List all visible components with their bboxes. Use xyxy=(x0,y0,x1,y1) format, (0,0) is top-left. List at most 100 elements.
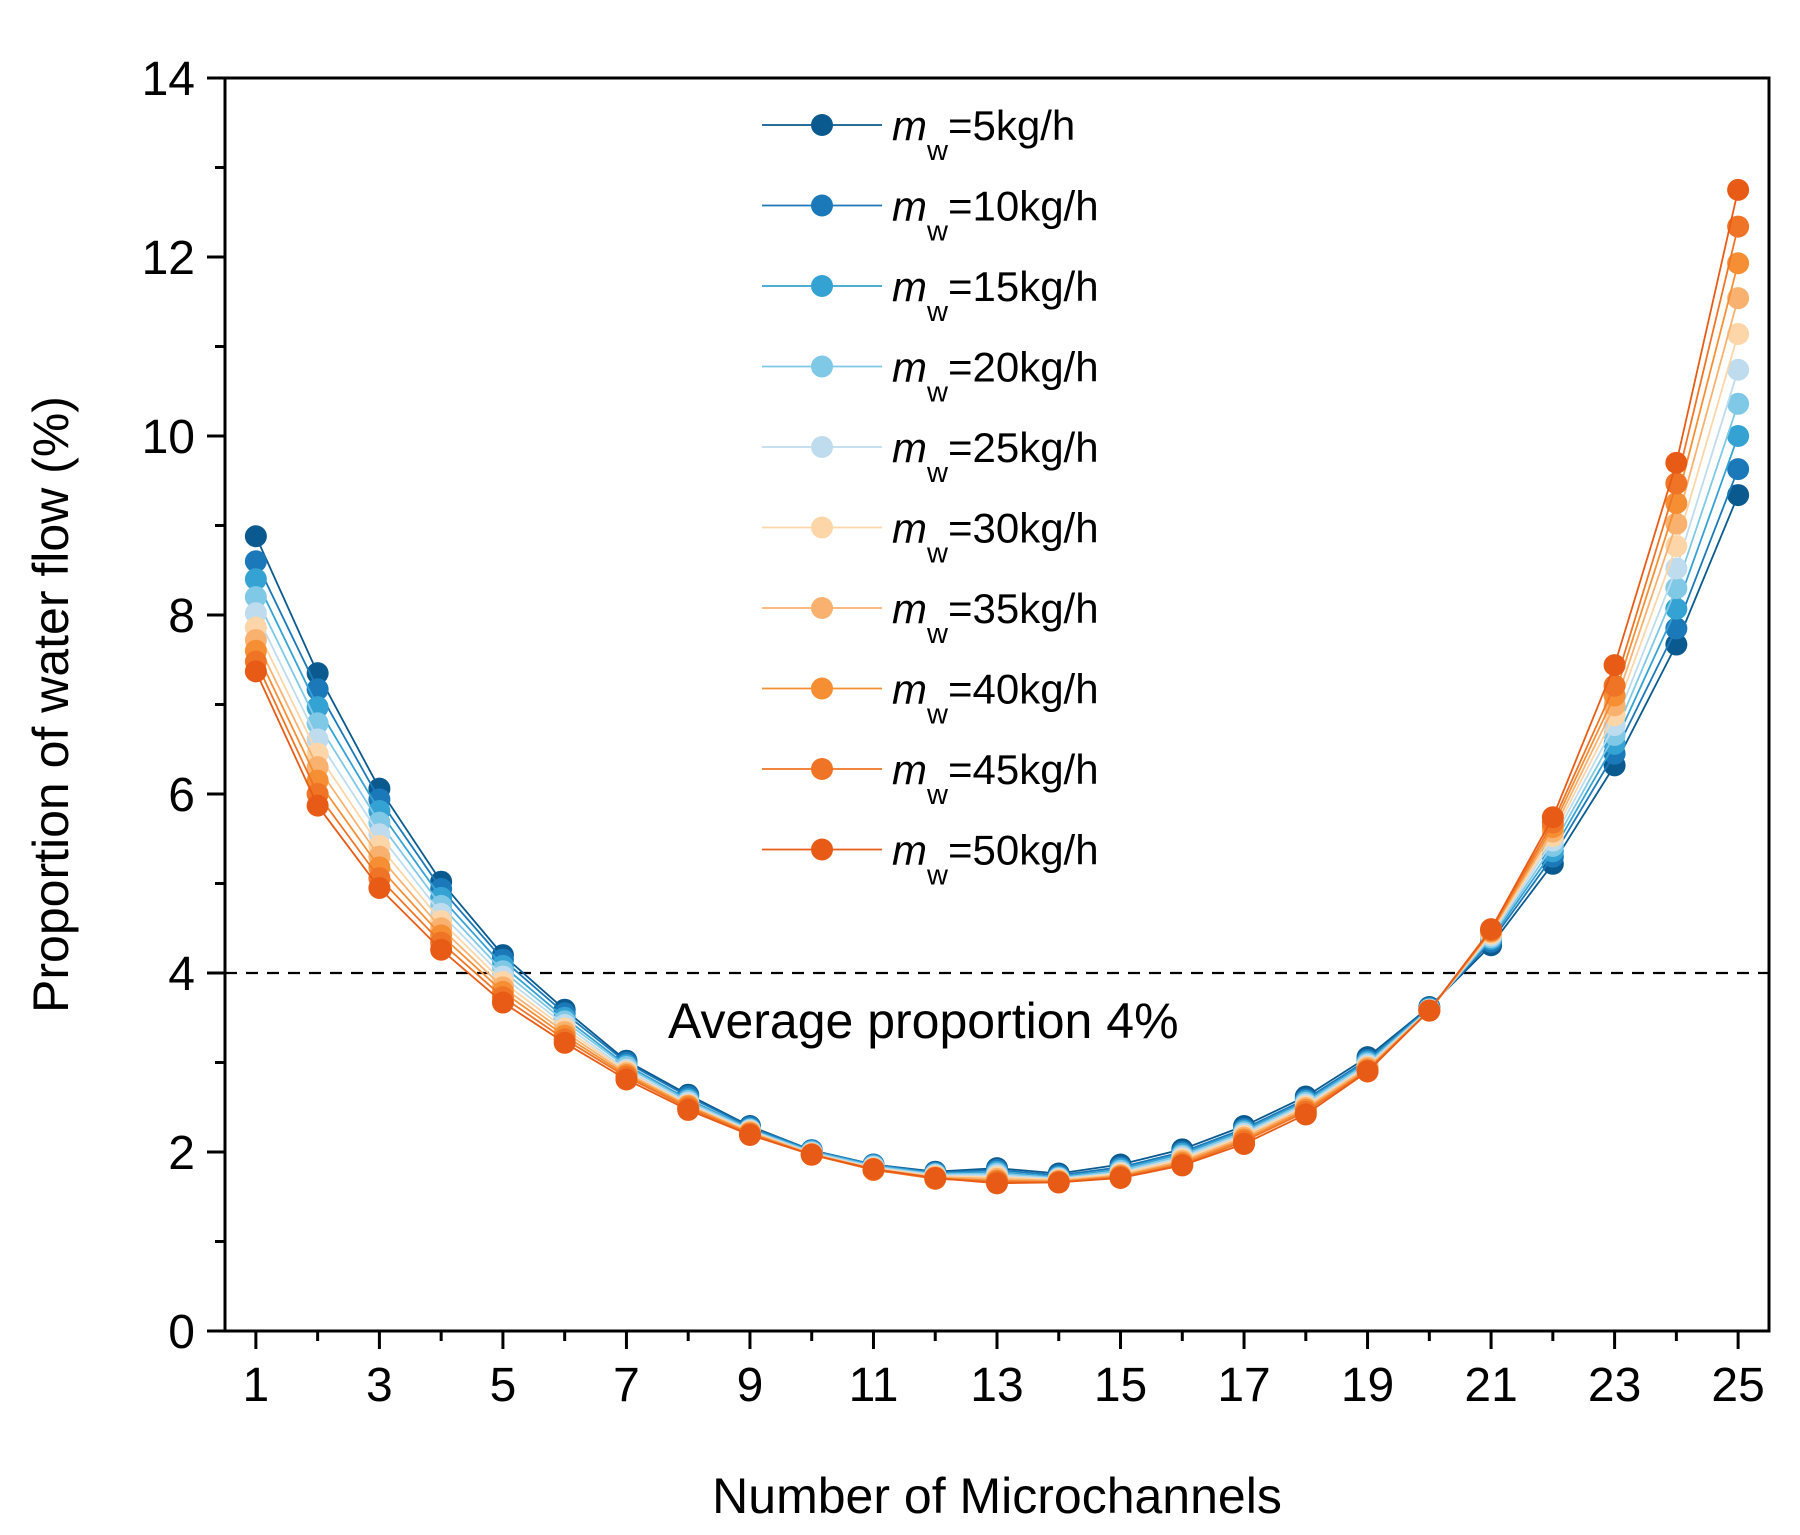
legend-entry: mw=5kg/h xyxy=(762,102,1075,167)
legend-entry: mw=30kg/h xyxy=(762,505,1099,570)
data-point xyxy=(1727,322,1750,345)
y-tick-label: 10 xyxy=(142,411,195,464)
y-tick-label: 2 xyxy=(168,1127,195,1180)
data-point xyxy=(1665,451,1688,474)
x-tick-label: 7 xyxy=(613,1359,640,1412)
data-point xyxy=(1109,1166,1132,1189)
data-point xyxy=(430,938,453,961)
data-point xyxy=(244,525,267,548)
data-point xyxy=(1356,1060,1379,1083)
data-point xyxy=(677,1098,700,1121)
legend-label: mw=40kg/h xyxy=(892,666,1099,731)
x-axis-title: Number of Microchannels xyxy=(712,1468,1282,1524)
y-tick-label: 8 xyxy=(168,590,195,643)
data-point xyxy=(1665,492,1688,515)
legend-label: mw=20kg/h xyxy=(892,344,1099,409)
legend-label: mw=35kg/h xyxy=(892,585,1099,650)
x-tick-label: 11 xyxy=(849,1359,899,1412)
data-point xyxy=(244,568,267,591)
legend-marker xyxy=(811,275,833,297)
data-point xyxy=(1727,425,1750,447)
data-point xyxy=(1727,287,1750,310)
legend-entry: mw=25kg/h xyxy=(762,424,1099,489)
data-point xyxy=(862,1158,885,1181)
legend-label: mw=25kg/h xyxy=(892,424,1099,489)
legend-label: mw=30kg/h xyxy=(892,505,1099,570)
data-point xyxy=(1665,472,1688,495)
series-10 xyxy=(244,178,1750,1195)
x-tick-label: 1 xyxy=(243,1359,270,1412)
data-point xyxy=(1603,654,1626,677)
y-tick-label: 6 xyxy=(168,769,195,822)
legend-entry: mw=40kg/h xyxy=(762,666,1099,731)
data-point xyxy=(1294,1103,1317,1126)
y-tick-label: 4 xyxy=(168,948,195,1001)
legend-marker xyxy=(811,677,833,700)
average-proportion-annotation: Average proportion 4% xyxy=(668,993,1179,1049)
data-point xyxy=(738,1123,761,1146)
data-point xyxy=(1727,215,1750,238)
legend-label: mw=45kg/h xyxy=(892,746,1099,811)
legend-label: mw=10kg/h xyxy=(892,183,1099,248)
data-point xyxy=(306,794,329,817)
x-tick-label: 3 xyxy=(366,1359,393,1412)
plot-frame xyxy=(223,76,1771,1333)
legend-label: mw=15kg/h xyxy=(892,263,1099,328)
legend: mw=5kg/h mw=10kg/h mw=15kg/h mw=20kg/h mw=25… xyxy=(762,102,1099,892)
legend-marker xyxy=(811,838,833,861)
data-point xyxy=(244,660,267,683)
data-point xyxy=(368,876,391,899)
x-tick-label: 17 xyxy=(1217,1359,1270,1412)
y-tick-label: 12 xyxy=(142,232,195,285)
legend-entry: mw=15kg/h xyxy=(762,263,1099,328)
series-layer xyxy=(244,178,1750,1195)
data-point xyxy=(1727,252,1750,275)
legend-entry: mw=10kg/h xyxy=(762,183,1099,248)
data-point xyxy=(1727,392,1750,415)
x-tick-label: 23 xyxy=(1588,1359,1641,1412)
legend-marker xyxy=(811,194,833,217)
x-tick-label: 21 xyxy=(1464,1359,1517,1412)
data-point xyxy=(244,550,267,573)
data-point xyxy=(800,1143,823,1166)
y-tick-label: 14 xyxy=(142,53,195,106)
legend-entry: mw=35kg/h xyxy=(762,585,1099,650)
legend-marker xyxy=(811,114,833,136)
legend-entry: mw=50kg/h xyxy=(762,827,1099,892)
x-tick-label: 19 xyxy=(1341,1359,1394,1412)
data-point xyxy=(1727,358,1750,381)
legend-marker xyxy=(811,355,833,378)
legend-entry: mw=20kg/h xyxy=(762,344,1099,409)
y-axis-title: Proportion of water flow (%) xyxy=(23,396,79,1013)
data-point xyxy=(1480,918,1503,941)
x-tick-label: 5 xyxy=(490,1359,517,1412)
x-tick-label: 9 xyxy=(737,1359,764,1412)
legend-label: mw=5kg/h xyxy=(892,102,1075,167)
x-tick-label: 25 xyxy=(1711,1359,1764,1412)
data-point xyxy=(1727,484,1750,507)
data-point xyxy=(1047,1171,1070,1194)
legend-label: mw=50kg/h xyxy=(892,827,1099,892)
data-point xyxy=(1727,458,1750,481)
legend-marker xyxy=(811,516,833,539)
data-point xyxy=(1171,1154,1194,1177)
data-point xyxy=(1665,512,1688,535)
legend-marker xyxy=(811,758,833,780)
data-point xyxy=(1541,806,1564,829)
x-tick-label: 13 xyxy=(970,1359,1023,1412)
data-point xyxy=(986,1172,1008,1195)
data-point xyxy=(1727,178,1750,201)
legend-marker xyxy=(811,436,833,458)
legend-entry: mw=45kg/h xyxy=(762,746,1099,811)
x-tick-label: 15 xyxy=(1094,1359,1147,1412)
legend-marker xyxy=(811,597,833,619)
data-point xyxy=(1665,617,1688,640)
data-point xyxy=(491,991,514,1014)
data-point xyxy=(553,1031,576,1054)
data-point xyxy=(924,1166,947,1189)
data-point xyxy=(615,1068,638,1091)
data-point xyxy=(244,586,267,609)
y-tick-label: 0 xyxy=(168,1306,195,1359)
data-point xyxy=(1418,999,1441,1022)
